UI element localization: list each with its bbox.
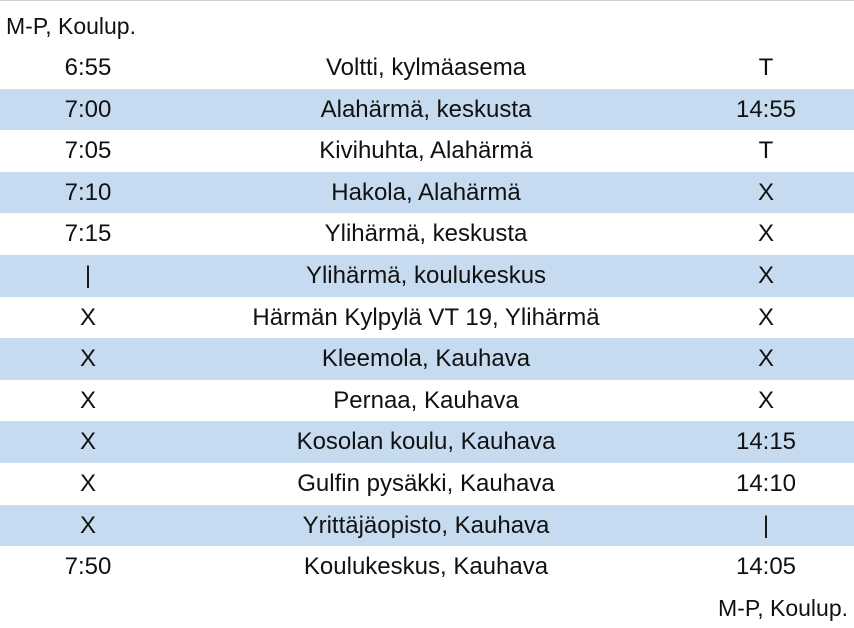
return-time: 14:55 [735,95,797,123]
departure-time: 7:05 [64,137,112,165]
stop-name: Hakola, Alahärmä [331,178,521,206]
table-row: 7:10 Hakola, Alahärmä X [0,171,854,214]
table-row: X Pernaa, Kauhava X [0,380,854,422]
return-time: X [757,386,774,414]
departure-time: X [79,345,96,373]
return-time: 14:15 [735,428,797,456]
return-time: X [757,303,774,331]
table-row: 7:00 Alahärmä, keskusta 14:55 [0,88,854,131]
stop-name: Pernaa, Kauhava [333,386,519,414]
stop-name: Yrittäjäopisto, Kauhava [302,511,550,539]
header-label: M-P, Koulup. [6,13,136,39]
departure-time: X [79,386,96,414]
departure-time: | [84,261,92,289]
stop-name: Koulukeskus, Kauhava [303,553,549,581]
table-row: | Ylihärmä, koulukeskus X [0,254,854,297]
departure-time: 7:15 [64,220,112,248]
table-row: 7:05 Kivihuhta, Alahärmä T [0,130,854,172]
return-time: 14:05 [735,553,797,581]
departure-time: X [79,511,96,539]
departure-time: X [79,469,96,497]
stop-name: Kleemola, Kauhava [321,345,531,373]
return-time: X [757,261,774,289]
table-row: X Gulfin pysäkki, Kauhava 14:10 [0,463,854,505]
return-time: X [757,178,774,206]
stop-name: Gulfin pysäkki, Kauhava [297,469,555,497]
table-row: X Härmän Kylpylä VT 19, Ylihärmä X [0,297,854,339]
return-time: | [762,511,770,539]
table-row: X Yrittäjäopisto, Kauhava | [0,504,854,547]
stop-name: Kosolan koulu, Kauhava [296,428,556,456]
table-row: X Kleemola, Kauhava X [0,338,854,380]
stop-name: Härmän Kylpylä VT 19, Ylihärmä [252,303,600,331]
return-time: T [758,54,774,81]
table-row: X Kosolan koulu, Kauhava 14:15 [0,421,854,463]
departure-time: X [79,303,96,331]
table-row: 7:15 Ylihärmä, keskusta X [0,213,854,255]
return-time: X [757,220,774,248]
departure-time: 7:50 [64,553,112,581]
departure-time: 6:55 [64,54,112,81]
stop-name: Kivihuhta, Alahärmä [319,137,533,165]
stop-name: Ylihärmä, keskusta [324,220,528,248]
return-time: X [757,345,774,373]
table-row: 7:50 Koulukeskus, Kauhava 14:05 [0,546,854,588]
footer-label: M-P, Koulup. [718,595,848,621]
stop-name: Ylihärmä, koulukeskus [305,261,547,289]
departure-time: 7:00 [64,95,112,123]
departure-time: X [79,428,96,456]
return-time: T [758,137,774,165]
return-time: 14:10 [735,469,797,497]
stop-name: Alahärmä, keskusta [320,95,532,123]
timetable-rows: 6:55 Voltti, kylmäasema T 7:00 Alahärmä,… [0,47,854,588]
table-row: 6:55 Voltti, kylmäasema T [0,47,854,89]
stop-name: Voltti, kylmäasema [325,54,527,81]
departure-time: 7:10 [64,178,112,206]
